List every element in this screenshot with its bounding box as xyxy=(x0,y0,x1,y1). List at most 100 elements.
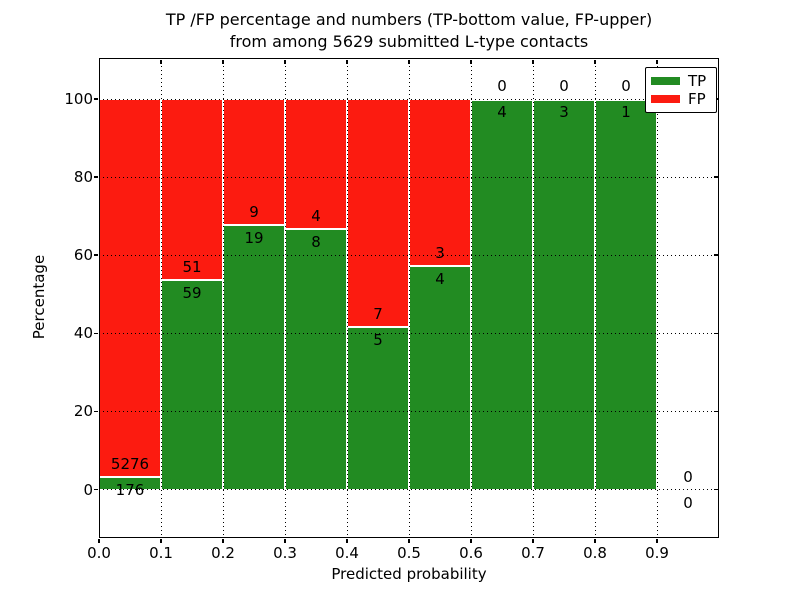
v-gridline-0.9 xyxy=(656,58,658,538)
x-tick-bottom xyxy=(470,539,472,543)
y-tick-label-40: 40 xyxy=(73,324,93,343)
legend-entry-fp: FP xyxy=(651,91,711,107)
bar-tp-segment xyxy=(595,99,657,490)
y-tick-left xyxy=(93,332,98,335)
y-tick-left xyxy=(93,488,98,491)
tp-count-label: 59 xyxy=(182,284,202,303)
y-tick-right xyxy=(713,332,718,335)
x-tick-bottom xyxy=(284,539,286,543)
bar-tp-segment xyxy=(533,99,595,490)
v-gridline-0.7 xyxy=(532,58,534,538)
bar-tp-segment xyxy=(161,280,223,490)
bar-fp-segment xyxy=(285,99,347,230)
v-gridline-0.2 xyxy=(222,58,224,538)
x-tick-bottom xyxy=(346,539,348,543)
x-tick-bottom xyxy=(98,539,100,543)
bar-tp-segment xyxy=(347,326,409,490)
bar-fp-segment xyxy=(161,99,223,281)
tp-count-label: 4 xyxy=(435,270,445,289)
x-tick-bottom xyxy=(594,539,596,543)
bar-fp-segment xyxy=(347,99,409,327)
fp-count-label: 51 xyxy=(182,258,202,277)
x-tick-label-0.6: 0.6 xyxy=(459,544,483,562)
tp-count-label: 1 xyxy=(621,103,631,121)
x-tick-label-0.1: 0.1 xyxy=(149,544,173,562)
x-tick-bottom xyxy=(160,539,162,543)
x-tick-top xyxy=(594,59,596,64)
fp-count-label: 5276 xyxy=(110,454,150,473)
legend-entry-tp: TP xyxy=(651,73,711,89)
y-tick-label-0: 0 xyxy=(83,480,93,499)
y-tick-left xyxy=(93,176,98,178)
fp-count-label: 0 xyxy=(621,77,631,95)
tp-count-label: 4 xyxy=(497,103,507,121)
x-tick-label-0.3: 0.3 xyxy=(273,544,297,562)
y-axis-title: Percentage xyxy=(30,254,48,340)
x-tick-label-0.9: 0.9 xyxy=(645,544,669,562)
x-tick-top xyxy=(284,59,286,64)
bar-tp-segment xyxy=(285,229,347,490)
x-tick-bottom xyxy=(408,539,410,543)
v-gridline-0.8 xyxy=(594,58,596,538)
x-tick-top xyxy=(408,59,410,64)
fp-count-label: 3 xyxy=(435,244,445,263)
bar-tp-segment xyxy=(471,99,533,490)
x-tick-top xyxy=(160,59,162,64)
y-tick-right xyxy=(713,410,718,413)
chart-title-line1: TP /FP percentage and numbers (TP-bottom… xyxy=(165,10,653,29)
tp-count-label: 176 xyxy=(115,480,145,499)
v-gridline-0.4 xyxy=(346,58,348,538)
x-tick-label-0.2: 0.2 xyxy=(211,544,235,562)
bar-fp-segment xyxy=(409,99,471,267)
y-tick-left xyxy=(93,410,98,413)
x-tick-top xyxy=(346,59,348,64)
fp-count-label: 9 xyxy=(249,202,259,221)
v-gridline-0.6 xyxy=(470,58,472,538)
tp-count-label: 19 xyxy=(244,228,264,247)
fp-color-swatch xyxy=(651,95,680,104)
tp-count-label: 5 xyxy=(373,330,383,349)
y-tick-right xyxy=(713,254,718,257)
y-tick-label-80: 80 xyxy=(73,168,93,187)
y-tick-label-60: 60 xyxy=(73,246,93,265)
bar-tp-segment xyxy=(223,224,285,490)
tp-count-label: 3 xyxy=(559,103,569,121)
fp-count-label: 0 xyxy=(683,467,693,486)
x-tick-top xyxy=(656,59,658,64)
x-tick-label-0.0: 0.0 xyxy=(87,544,111,562)
y-tick-left xyxy=(93,254,98,257)
y-tick-right xyxy=(713,488,718,491)
tp-count-label: 8 xyxy=(311,233,321,252)
v-gridline-0.5 xyxy=(408,58,410,538)
y-tick-label-20: 20 xyxy=(73,402,93,421)
fp-count-label: 7 xyxy=(373,304,383,323)
fp-count-label: 0 xyxy=(497,77,507,95)
x-tick-bottom xyxy=(222,539,224,543)
legend-label-tp: TP xyxy=(688,71,707,90)
v-gridline-0.3 xyxy=(284,58,286,538)
bar-fp-segment xyxy=(99,99,161,477)
tp-color-swatch xyxy=(651,76,680,85)
x-tick-bottom xyxy=(532,539,534,543)
legend: TP FP xyxy=(645,67,717,113)
plot-area: 5276 176 51 59 9 19 4 8 7 5 3 4 0 4 0 3 0 1 0 0 TP FP xyxy=(93,58,719,543)
y-tick-right xyxy=(713,176,718,178)
bar-tp-segment xyxy=(409,266,471,490)
tp-count-label: 0 xyxy=(683,493,693,512)
v-gridline-0.1 xyxy=(160,58,162,538)
chart-title-line2: from among 5629 submitted L-type contact… xyxy=(229,32,589,51)
y-tick-left xyxy=(93,98,98,100)
legend-label-fp: FP xyxy=(688,90,706,109)
x-tick-label-0.5: 0.5 xyxy=(397,544,421,562)
fp-count-label: 4 xyxy=(311,207,321,226)
x-axis-title: Predicted probability xyxy=(331,565,487,583)
x-tick-label-0.7: 0.7 xyxy=(521,544,545,562)
fp-count-label: 0 xyxy=(559,77,569,95)
x-tick-bottom xyxy=(656,539,658,543)
x-tick-label-0.8: 0.8 xyxy=(583,544,607,562)
y-tick-label-100: 100 xyxy=(64,90,93,108)
x-tick-top xyxy=(532,59,534,64)
x-tick-top xyxy=(470,59,472,64)
x-tick-label-0.4: 0.4 xyxy=(335,544,359,562)
